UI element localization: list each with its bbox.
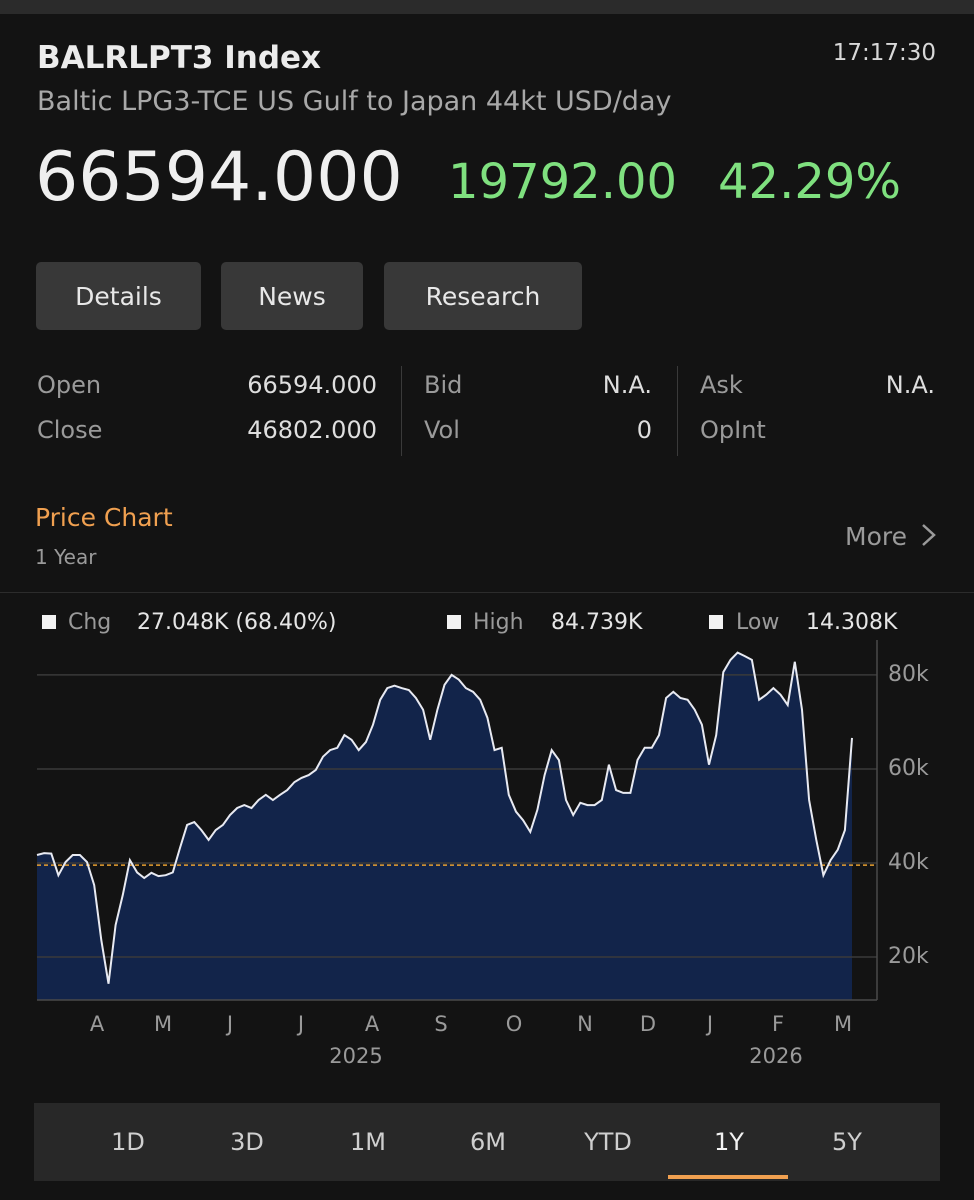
stat-label: Chg <box>68 610 111 635</box>
divider <box>401 366 402 456</box>
divider <box>677 366 678 456</box>
x-year-label: 2025 <box>329 1044 382 1068</box>
separator <box>0 592 974 593</box>
section-subtitle: 1 Year <box>35 545 97 569</box>
price: 66594.000 <box>35 138 403 217</box>
y-tick-label: 20k <box>888 944 929 969</box>
range-option[interactable]: 1Y <box>714 1128 744 1156</box>
x-tick-label: F <box>772 1012 784 1036</box>
y-tick-label: 60k <box>888 756 929 781</box>
quote-label: Vol <box>424 416 460 444</box>
legend-square <box>447 615 461 629</box>
section-title: Price Chart <box>35 503 173 532</box>
x-tick-label: A <box>90 1012 105 1036</box>
chevron[interactable] <box>919 522 939 548</box>
x-tick-label: M <box>154 1012 172 1036</box>
ticker: BALRLPT3 Index <box>37 40 322 76</box>
price-chart: Chg 27.048K (68.40%) High 84.739K Low 14.308K… <box>36 610 929 1068</box>
quote-label: OpInt <box>700 416 766 444</box>
x-tick-label: D <box>640 1012 656 1036</box>
x-tick-label: N <box>577 1012 593 1036</box>
quote-value: N.A. <box>602 371 652 399</box>
range-option[interactable]: 5Y <box>832 1128 862 1156</box>
range-option[interactable]: 1M <box>350 1128 386 1156</box>
quote-label: Open <box>37 371 102 399</box>
change: 19792.00 <box>448 154 678 210</box>
stat-label: Low <box>736 610 779 635</box>
stat-value: 14.308K <box>806 610 898 635</box>
quote-value: 0 <box>636 416 652 444</box>
status-strip <box>0 0 974 14</box>
x-year-label: 2026 <box>749 1044 802 1068</box>
quote-label: Close <box>37 416 103 444</box>
range-bar <box>34 1103 940 1181</box>
x-tick-label: M <box>834 1012 852 1036</box>
x-tick-label: S <box>434 1012 447 1036</box>
more-link[interactable]: More <box>845 522 939 551</box>
quote-label: Ask <box>700 371 743 399</box>
x-tick-label: O <box>506 1012 523 1036</box>
stat-label: High <box>473 610 524 635</box>
price-line <box>36 651 853 984</box>
stat-value: 84.739K <box>551 610 643 635</box>
tab-button[interactable]: Details <box>36 262 201 330</box>
x-tick-label: J <box>225 1012 233 1036</box>
range-option[interactable]: 6M <box>470 1128 506 1156</box>
legend-square <box>42 615 56 629</box>
tab-button[interactable]: News <box>221 262 363 330</box>
more-label[interactable]: More <box>845 522 907 551</box>
range-option[interactable]: 1D <box>111 1128 145 1156</box>
quote-label: Bid <box>424 371 463 399</box>
y-tick-label: 80k <box>888 662 929 687</box>
x-tick-label: A <box>365 1012 380 1036</box>
area-fill <box>37 652 852 1000</box>
range-option[interactable]: 3D <box>230 1128 264 1156</box>
x-tick-label: J <box>705 1012 713 1036</box>
range-option[interactable]: YTD <box>584 1128 632 1156</box>
quote-value: 46802.000 <box>247 416 377 444</box>
stat-value: 27.048K (68.40%) <box>137 610 336 635</box>
change-percent: 42.29% <box>718 154 902 210</box>
legend-square <box>709 615 723 629</box>
time: 17:17:30 <box>832 40 936 66</box>
tab-button[interactable]: Research <box>384 262 582 330</box>
quote-value: 66594.000 <box>247 371 377 399</box>
description: Baltic LPG3-TCE US Gulf to Japan 44kt US… <box>37 86 672 117</box>
selected-underline <box>668 1175 788 1179</box>
y-tick-label: 40k <box>888 850 929 875</box>
x-tick-label: J <box>296 1012 304 1036</box>
quote-value: N.A. <box>885 371 935 399</box>
